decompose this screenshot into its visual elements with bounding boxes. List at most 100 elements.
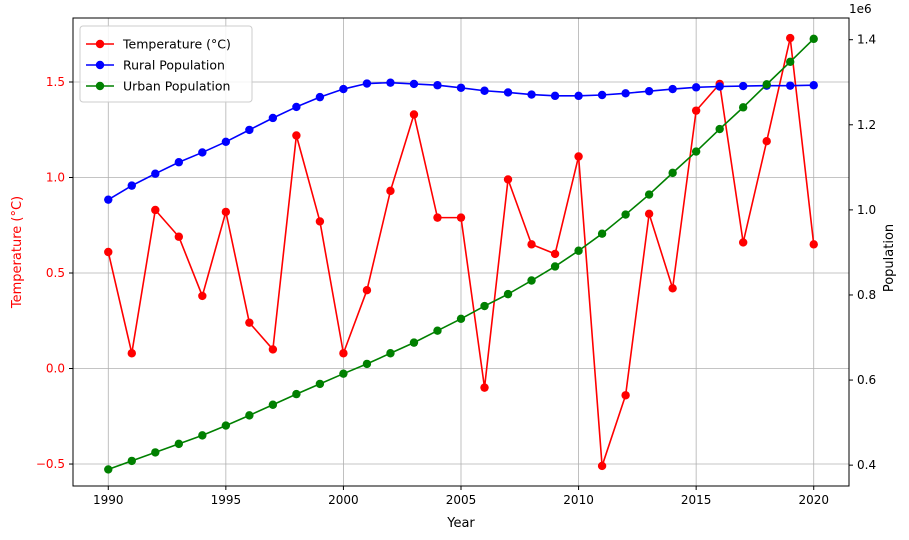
urban-population-point bbox=[574, 246, 583, 255]
urban-population-point bbox=[762, 80, 771, 89]
legend-entry-rural-population: Rural Population bbox=[86, 58, 225, 73]
rural-population-point bbox=[597, 90, 607, 100]
temperature-c-series bbox=[104, 33, 818, 471]
urban-population-point bbox=[456, 314, 466, 323]
rural-population-point bbox=[715, 82, 724, 91]
legend-marker bbox=[95, 39, 105, 49]
rural-population-point bbox=[668, 84, 677, 94]
rural-population-point bbox=[362, 79, 372, 88]
temperature-c-point bbox=[480, 383, 489, 392]
legend-marker bbox=[95, 60, 105, 70]
legend-marker bbox=[95, 81, 105, 91]
urban-population-point bbox=[503, 289, 513, 299]
urban-population-point bbox=[597, 229, 607, 238]
urban-population-point bbox=[151, 448, 160, 457]
urban-population-point bbox=[174, 439, 184, 449]
rural-population-point bbox=[339, 84, 348, 94]
right-tick-label: 0.6 bbox=[857, 373, 876, 387]
temperature-c-point bbox=[433, 213, 442, 222]
rural-population-point bbox=[198, 148, 207, 157]
temperature-c-point bbox=[339, 349, 348, 358]
urban-population-point bbox=[292, 389, 301, 399]
urban-population-point bbox=[386, 349, 395, 358]
x-tick-label: 2005 bbox=[446, 493, 477, 507]
rural-population-point bbox=[738, 81, 748, 91]
urban-population-point bbox=[127, 456, 136, 466]
legend-box bbox=[79, 25, 253, 103]
temperature-c-point bbox=[151, 205, 160, 215]
temperature-c-point bbox=[315, 217, 325, 226]
temperature-c-point bbox=[527, 240, 536, 249]
left-y-axis-title: Temperature (°C) bbox=[10, 196, 25, 309]
rural-population-point bbox=[786, 81, 795, 90]
temperature-c-point bbox=[456, 213, 466, 222]
x-tick-label: 2010 bbox=[563, 493, 594, 507]
rural-population-point bbox=[644, 86, 654, 96]
rural-population-point bbox=[292, 102, 301, 112]
left-tick-label: 0.0 bbox=[46, 362, 65, 376]
urban-population-point bbox=[691, 147, 701, 156]
x-tick-label: 2000 bbox=[328, 493, 359, 507]
rural-population-point bbox=[527, 90, 536, 99]
urban-population-point bbox=[809, 34, 818, 44]
temperature-c-point bbox=[786, 33, 795, 43]
temperature-c-point bbox=[503, 175, 513, 184]
urban-population-point bbox=[786, 57, 795, 67]
right-tick-label: 1.4 bbox=[857, 33, 876, 47]
temperature-c-point bbox=[268, 345, 278, 354]
temperature-c-point bbox=[198, 291, 207, 301]
x-tick-label: 1995 bbox=[211, 493, 242, 507]
temperature-c-point bbox=[221, 207, 231, 217]
urban-population-point bbox=[221, 421, 231, 430]
rural-population-point bbox=[691, 83, 701, 92]
temperature-c-point bbox=[292, 131, 301, 140]
legend: Temperature (°C) Rural Population Urban Po… bbox=[79, 25, 253, 103]
urban-population-point bbox=[738, 103, 748, 112]
rural-population-point bbox=[480, 86, 489, 95]
left-tick-label: 0.5 bbox=[46, 266, 65, 280]
legend-entry-temperature-c: Temperature (°C) bbox=[86, 37, 231, 52]
left-tick-label: −0.5 bbox=[36, 457, 65, 471]
rural-population-point bbox=[268, 113, 278, 123]
x-axis-title: Year bbox=[446, 516, 475, 531]
rural-population-point bbox=[174, 158, 184, 167]
right-tick-label: 1.0 bbox=[857, 203, 876, 217]
urban-population-point bbox=[621, 210, 630, 219]
temperature-c-point bbox=[245, 318, 254, 327]
rural-population-point bbox=[456, 83, 466, 92]
right-tick-label: 0.4 bbox=[857, 458, 876, 472]
rural-population-point bbox=[433, 81, 442, 90]
urban-population-point bbox=[268, 400, 278, 409]
rural-population-point bbox=[809, 81, 818, 90]
urban-population-point bbox=[644, 190, 654, 199]
temperature-c-point bbox=[386, 186, 395, 196]
urban-population-point bbox=[198, 431, 207, 440]
temperature-c-point bbox=[668, 284, 677, 293]
urban-population-point bbox=[315, 379, 325, 389]
urban-population-point bbox=[550, 262, 560, 271]
urban-population-point bbox=[715, 124, 724, 134]
urban-population-point bbox=[480, 301, 489, 311]
right-tick-label: 1.2 bbox=[857, 118, 876, 132]
legend-entry-urban-population: Urban Population bbox=[86, 79, 230, 94]
left-tick-label: 1.5 bbox=[46, 75, 65, 89]
urban-population-point bbox=[668, 168, 677, 178]
temperature-c-point bbox=[644, 209, 654, 218]
temperature-c-point bbox=[762, 137, 771, 146]
rural-population-point bbox=[315, 92, 325, 102]
x-tick-label: 2020 bbox=[798, 493, 829, 507]
temperature-c-point bbox=[574, 152, 583, 161]
temperature-c-point bbox=[127, 349, 136, 358]
legend-label: Rural Population bbox=[123, 58, 225, 73]
urban-population-point bbox=[104, 465, 113, 474]
rural-population-point bbox=[386, 78, 395, 87]
urban-population-point bbox=[339, 369, 348, 378]
urban-population-point bbox=[245, 411, 254, 420]
urban-population-point bbox=[409, 338, 419, 347]
temperature-c-point bbox=[597, 461, 607, 471]
rural-population-point bbox=[574, 91, 583, 101]
urban-population-point bbox=[527, 276, 536, 285]
urban-population-point bbox=[433, 326, 442, 335]
right-y-axis-title: Population bbox=[882, 224, 897, 292]
